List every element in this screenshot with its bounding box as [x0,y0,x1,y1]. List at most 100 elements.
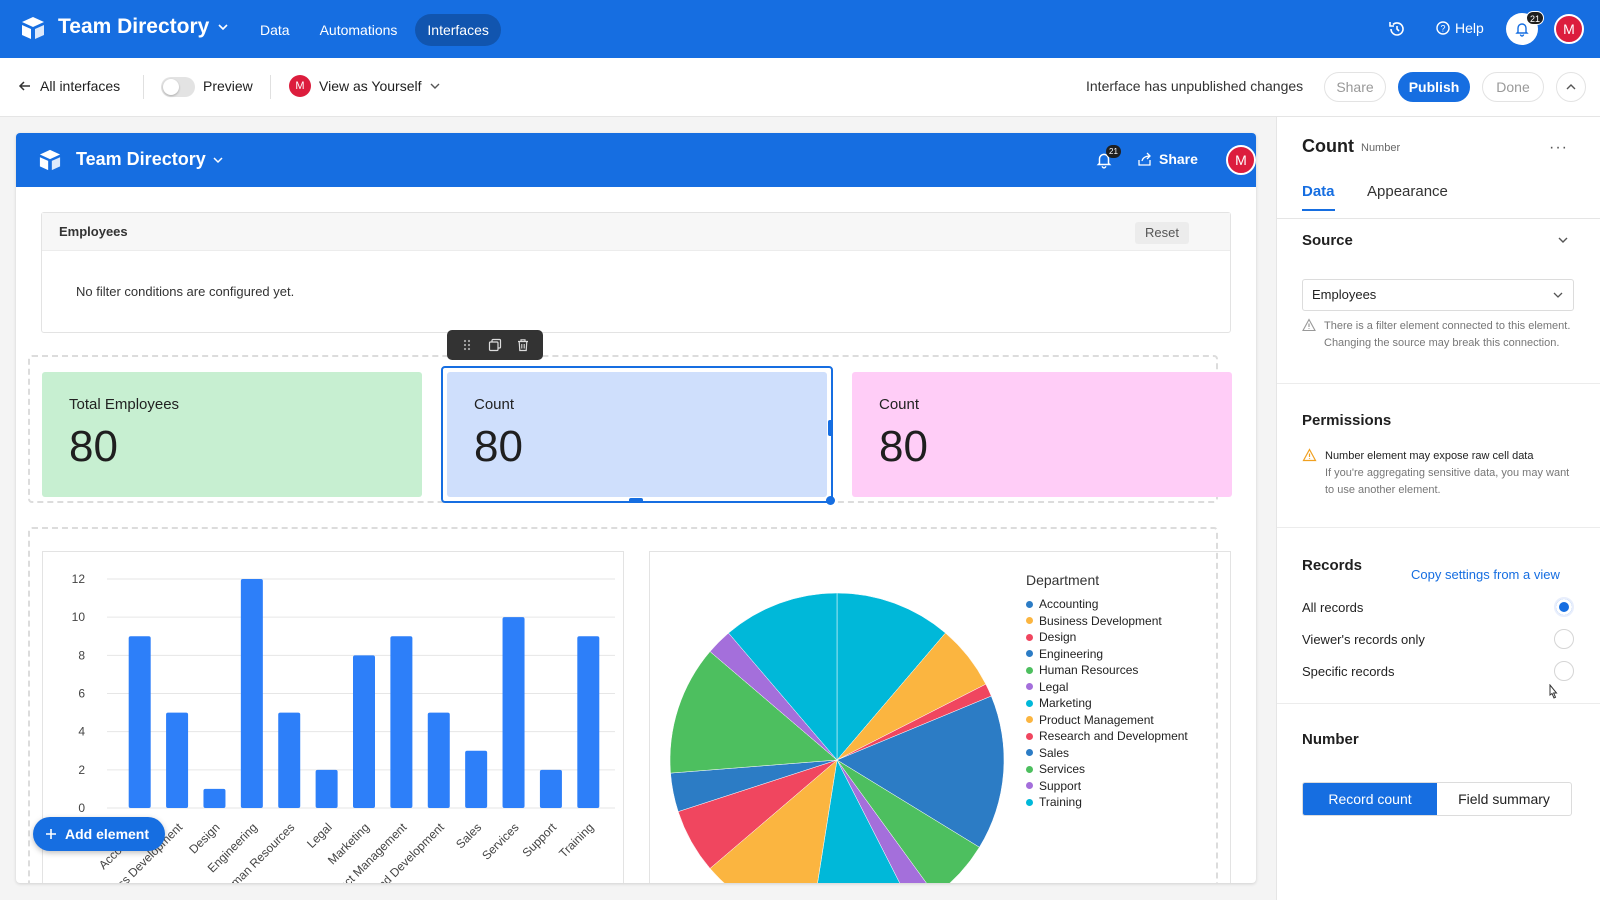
bar [353,655,375,808]
bar [240,579,263,808]
source-warning-text: There is a filter element connected to t… [1324,320,1571,349]
element-toolbar [447,330,543,360]
share-icon [1138,152,1151,166]
permissions-warning-body: If you're aggregating sensitive data, yo… [1325,467,1570,496]
panel-title: Count [1302,136,1354,156]
chevron-down-icon[interactable] [1557,234,1569,246]
source-select[interactable]: Employees [1302,279,1574,311]
pie-slice [817,759,900,883]
add-element-label: Add element [65,826,150,842]
resize-handle-bottom[interactable] [629,498,643,503]
warning-icon [1302,448,1317,462]
user-avatar[interactable]: M [1554,14,1584,44]
chevron-up-icon [1566,84,1576,90]
number-card-count-selected[interactable]: Count 80 [447,372,827,497]
airtable-logo-icon[interactable] [20,16,46,40]
legend-label: Training [1039,795,1082,809]
pie-legend: Accounting Business Development Design Engi… [1026,596,1188,811]
nav-data[interactable]: Data [260,22,290,38]
record-option-viewer[interactable]: Viewer's records only [1302,629,1574,651]
nav-automations[interactable]: Automations [319,22,398,38]
record-count-option[interactable]: Record count [1303,783,1437,815]
help-button[interactable]: ? Help [1436,20,1484,36]
legend-item: Legal [1026,679,1188,696]
legend-label: Services [1039,762,1086,776]
view-as-dropdown[interactable]: View as Yourself [319,78,441,94]
bar-chart-element[interactable]: 024681012AccountingBusiness DevelopmentD… [42,551,624,883]
radio-selected[interactable] [1554,597,1574,617]
permissions-warning-title: Number element may expose raw cell data [1325,450,1534,462]
bar [465,750,488,808]
tab-data[interactable]: Data [1302,183,1335,211]
chevron-down-icon [213,156,223,163]
preview-toggle[interactable] [161,77,195,97]
interface-toolbar: All interfaces Preview M View as Yoursel… [0,58,1600,117]
number-card-total-employees[interactable]: Total Employees 80 [42,372,422,497]
record-option-specific[interactable]: Specific records [1302,661,1574,683]
legend-title: Department [1026,572,1100,588]
page-user-avatar[interactable]: M [1226,145,1256,175]
duplicate-icon[interactable] [488,338,502,352]
add-element-button[interactable]: Add element [33,817,166,851]
drag-handle-icon[interactable] [460,338,474,352]
notification-badge: 21 [1106,145,1121,158]
trash-icon[interactable] [516,338,530,352]
resize-handle-corner[interactable] [826,496,835,505]
legend-swatch [1026,617,1033,625]
x-tick-label: Training [556,820,596,860]
tab-appearance[interactable]: Appearance [1367,183,1448,200]
bar-chart: 024681012AccountingBusiness DevelopmentD… [72,572,615,883]
publish-button[interactable]: Publish [1398,72,1470,102]
chevron-down-icon [1553,292,1563,298]
legend-item: Sales [1026,745,1188,762]
x-tick-label: Support [519,820,559,860]
card-label: Total Employees [69,396,180,413]
bar [128,636,151,808]
legend-item: Training [1026,794,1188,811]
panel-tabs: Data Appearance [1277,183,1600,219]
y-tick-label: 8 [78,648,85,662]
bar [278,712,301,808]
radio[interactable] [1554,629,1574,649]
view-as-label: View as Yourself [319,78,422,94]
nav-interfaces[interactable]: Interfaces [415,14,501,46]
copy-settings-link[interactable]: Copy settings from a view [1411,567,1560,582]
filter-element[interactable]: Employees Reset No filter conditions are… [41,212,1231,333]
base-name[interactable]: Team Directory [58,15,210,38]
page-share-button[interactable]: Share [1138,151,1198,167]
card-label: Count [474,396,515,413]
page-header: Team Directory 21 Share M [16,133,1256,187]
resize-handle-right[interactable] [828,420,833,436]
preview-label: Preview [203,78,253,94]
filter-name: Employees [59,224,128,239]
card-value: 80 [474,422,523,471]
more-options-icon[interactable]: ··· [1549,139,1568,156]
radio[interactable] [1554,661,1574,681]
legend-label: Research and Development [1039,729,1188,743]
collapse-button[interactable] [1556,72,1586,102]
field-summary-option[interactable]: Field summary [1458,791,1550,807]
legend-swatch [1026,633,1033,641]
number-card-count[interactable]: Count 80 [852,372,1232,497]
done-button[interactable]: Done [1482,72,1544,102]
chevron-down-icon[interactable] [216,20,230,34]
legend-swatch [1026,782,1033,790]
y-tick-label: 6 [78,687,85,701]
page-share-label: Share [1159,151,1198,167]
history-icon[interactable] [1387,19,1407,39]
divider [143,75,144,99]
x-tick-label: Legal [304,820,335,851]
permissions-section-title: Permissions [1302,412,1392,429]
pie-chart-element[interactable]: Department Accounting Business Developmen… [649,551,1231,883]
page-title[interactable]: Team Directory [76,149,224,170]
legend-label: Sales [1039,745,1070,760]
unpublished-status: Interface has unpublished changes [1086,78,1304,94]
pie-slice [728,592,838,761]
legend-item: Research and Development [1026,728,1188,745]
share-button[interactable]: Share [1324,72,1386,102]
record-option-label: Specific records [1302,664,1395,679]
record-option-all[interactable]: All records [1302,597,1574,619]
all-interfaces-link[interactable]: All interfaces [18,78,120,94]
filter-reset-button[interactable]: Reset [1135,222,1189,244]
help-label: Help [1455,20,1484,36]
